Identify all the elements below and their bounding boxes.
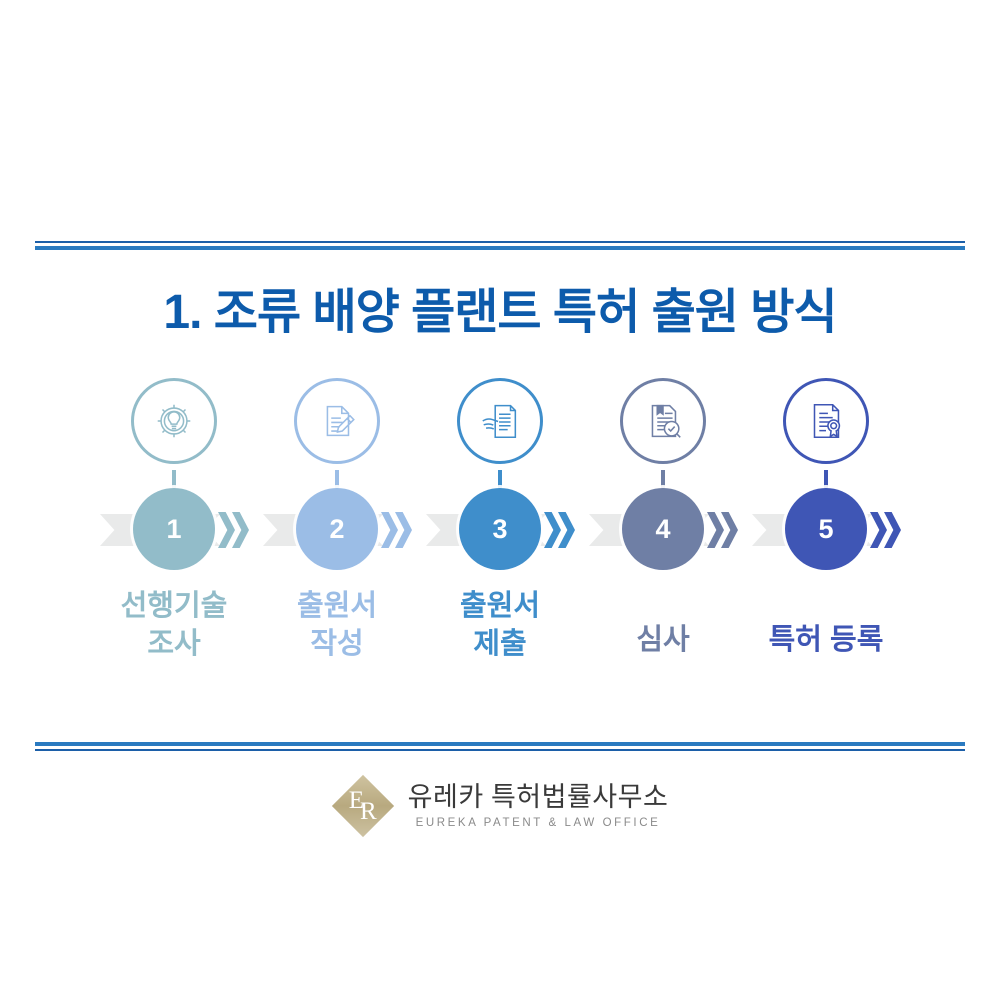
hand-submit-document-icon bbox=[477, 398, 523, 444]
footer-text-block: 유레카 특허법률사무소 EUREKA PATENT & LAW OFFICE bbox=[407, 782, 669, 829]
logo-monogram-r: R bbox=[359, 798, 377, 825]
divider-bottom-thin-line bbox=[35, 749, 965, 751]
divider-top-gap bbox=[35, 243, 965, 246]
step-1-number-circle[interactable]: 1 bbox=[133, 488, 215, 570]
step-2-number: 2 bbox=[329, 513, 345, 544]
company-name-en: EUREKA PATENT & LAW OFFICE bbox=[415, 816, 661, 829]
step-1-label: 선행기술 조사 bbox=[120, 590, 228, 660]
step-2-chevron-a-icon bbox=[381, 512, 398, 548]
step-5-number-circle[interactable]: 5 bbox=[785, 488, 867, 570]
lightbulb-gear-icon bbox=[151, 398, 197, 444]
process-step-1[interactable]: 1 선행기술 조사 bbox=[92, 370, 256, 690]
step-4-chevron-a-icon bbox=[707, 512, 724, 548]
divider-bottom-thick-line bbox=[35, 742, 965, 746]
divider-bottom-gap bbox=[35, 746, 965, 749]
divider-top-thin-line bbox=[35, 241, 965, 243]
step-1-icon-circle bbox=[131, 378, 217, 464]
step-4-icon-circle bbox=[620, 378, 706, 464]
step-3-label: 출원서 제출 bbox=[459, 590, 541, 660]
divider-top bbox=[35, 241, 965, 250]
process-step-3[interactable]: 3 출원서 제출 bbox=[418, 370, 582, 690]
divider-top-thick-line bbox=[35, 246, 965, 250]
step-4-number: 4 bbox=[655, 513, 671, 544]
step-3-icon-circle bbox=[457, 378, 543, 464]
step-3-chevron-a-icon bbox=[544, 512, 561, 548]
step-2-label: 출원서 작성 bbox=[296, 590, 378, 660]
step-1-number: 1 bbox=[166, 513, 182, 544]
step-2-icon-circle bbox=[294, 378, 380, 464]
step-4-number-circle[interactable]: 4 bbox=[622, 488, 704, 570]
certificate-seal-icon bbox=[803, 398, 849, 444]
step-5-icon-circle bbox=[783, 378, 869, 464]
step-5-chevron-a-icon bbox=[870, 512, 887, 548]
step-1-chevron-a-icon bbox=[218, 512, 235, 548]
page-title: 1. 조류 배양 플랜트 특허 출원 방식 bbox=[163, 286, 837, 339]
process-step-2[interactable]: 2 출원서 작성 bbox=[255, 370, 419, 690]
process-flow: 1 선행기술 조사 bbox=[0, 370, 1000, 690]
step-2-number-circle[interactable]: 2 bbox=[296, 488, 378, 570]
process-step-5[interactable]: 5 특허 등록 bbox=[744, 370, 908, 690]
step-5-label: 특허 등록 bbox=[768, 624, 884, 656]
step-4-label: 심사 bbox=[636, 624, 690, 656]
process-step-4[interactable]: 4 심사 bbox=[581, 370, 745, 690]
divider-bottom bbox=[35, 742, 965, 751]
logo-monogram-e: E bbox=[348, 787, 364, 814]
document-magnifier-check-icon bbox=[640, 398, 686, 444]
step-3-number-circle[interactable]: 3 bbox=[459, 488, 541, 570]
step-5-number: 5 bbox=[818, 513, 834, 544]
step-3-number: 3 bbox=[492, 513, 508, 544]
document-pencil-icon bbox=[314, 398, 360, 444]
company-name-kr: 유레카 특허법률사무소 bbox=[407, 782, 669, 813]
